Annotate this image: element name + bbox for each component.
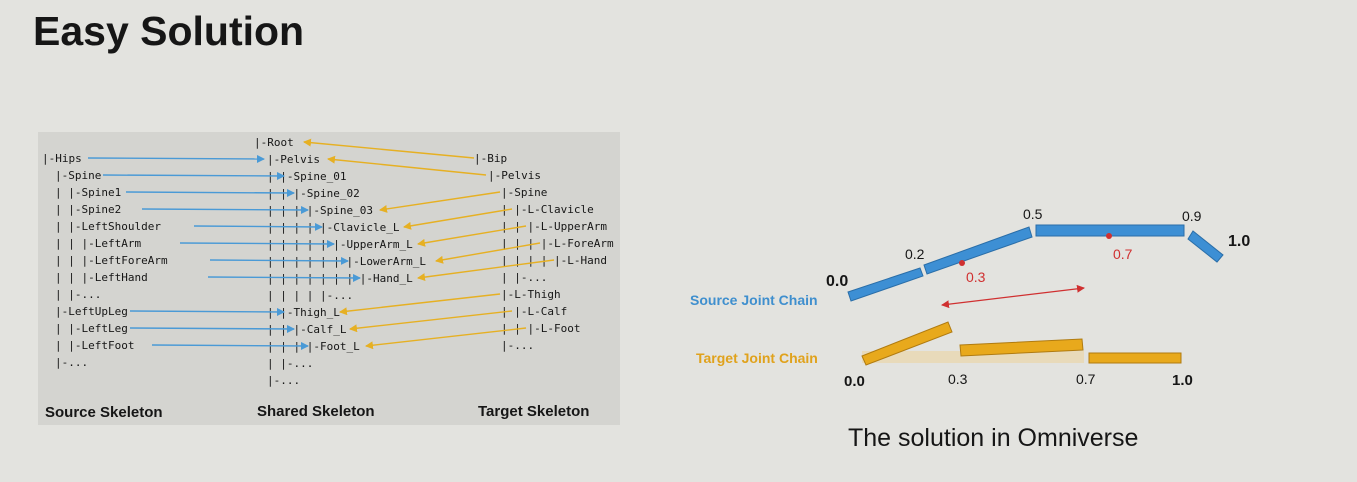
source-node-arm-ellipsis: | |-... [55,288,101,301]
source-tick-0-5: 0.5 [1023,206,1043,222]
joint-chain-diagram: 0.0 0.2 0.5 0.9 1.0 0.3 0.7 Source Joint… [690,206,1250,390]
target-rest-shadow [862,351,1084,363]
target-node-l-clavicle: | |-L-Clavicle [501,203,594,216]
source-node-leftupleg: |-LeftUpLeg [55,305,128,318]
skeleton-mapping-diagram: |-Hips |-Spine | |-Spine1 | |-Spine2 | |… [42,136,614,421]
arrow-leftleg-calf [129,324,295,333]
target-segment-1 [861,321,953,366]
arrow-spine-spine01 [102,171,285,180]
shared-node-thigh-l: | |-Thigh_L [267,306,340,319]
source-joint-chain [847,224,1224,302]
arrow-leftarm-upperarm [179,239,335,248]
shared-node-ellipsis: |-... [267,374,300,387]
arrow-spine2-spine03 [141,205,309,214]
shared-node-arm-ellipsis: | | | | |-... [267,289,353,302]
target-node-arm-ellipsis: | |-... [501,271,547,284]
shared-node-foot-l: | | | |-Foot_L [267,340,360,353]
shared-node-leg-ellipsis: | |-... [267,357,313,370]
source-to-shared-arrows [87,154,361,350]
target-node-bip: |-Bip [474,152,507,165]
arrow-l-calf-calf [349,310,513,333]
source-skeleton-tree: |-Hips |-Spine | |-Spine1 | |-Spine2 | |… [42,152,168,369]
source-segment-1 [847,267,924,302]
source-tick-1-0: 1.0 [1228,233,1250,250]
correspondence-arrow [941,284,1085,309]
target-tick-1-0: 1.0 [1172,372,1193,389]
shared-node-calf-l: | | |-Calf_L [267,323,347,336]
slide-title: Easy Solution [33,8,305,54]
shared-node-spine03: | | | |-Spine_03 [267,204,373,217]
target-node-ellipsis: |-... [501,339,534,352]
source-segment-4 [1187,230,1224,263]
arrow-pelvis-pelvis [327,155,487,176]
source-node-leftforearm: | | |-LeftForeArm [55,254,168,267]
target-tick-0-0: 0.0 [844,373,865,390]
arrow-leftshoulder-clavicle [193,222,323,231]
target-tick-0-7: 0.7 [1076,371,1096,387]
target-node-l-thigh: |-L-Thigh [501,288,561,301]
source-chain-label: Source Joint Chain [690,292,818,308]
arrow-hips-pelvis [87,154,265,163]
target-tick-0-3: 0.3 [948,371,968,387]
source-mark-0-3 [959,260,965,266]
source-node-leftarm: | | |-LeftArm [55,237,141,250]
arrow-leftupleg-thigh [129,307,285,316]
target-segment-3 [1088,352,1182,364]
source-node-spine: |-Spine [55,169,101,182]
arrow-spine-spine03 [379,191,501,213]
source-node-leftfoot: | |-LeftFoot [55,339,134,352]
omniverse-caption: The solution in Omniverse [848,424,1139,452]
source-mark-label-0-7: 0.7 [1113,246,1133,262]
source-tick-0-2: 0.2 [905,246,925,262]
shared-skeleton-label: Shared Skeleton [257,403,375,420]
source-node-ellipsis: |-... [55,356,88,369]
source-mark-0-7 [1106,233,1112,239]
arrow-l-clavicle-clavicle [403,208,513,230]
target-node-pelvis: |-Pelvis [488,169,541,182]
source-node-lefthand: | | |-LeftHand [55,271,148,284]
shared-node-spine01: | |-Spine_01 [267,170,346,183]
arrow-lefthand-hand [207,273,361,282]
source-segment-2 [923,226,1033,275]
skeleton-mapping-panel: |-Hips |-Spine | |-Spine1 | |-Spine2 | |… [38,132,620,425]
arrow-spine1-spine02 [125,188,295,197]
target-skeleton-tree: |-Bip |-Pelvis |-Spine | |-L-Clavicle | … [474,152,614,352]
arrow-l-foot-foot [365,327,527,350]
target-node-l-foot: | | |-L-Foot [501,322,580,335]
target-node-spine: |-Spine [501,186,547,199]
source-node-hips: |-Hips [42,152,82,165]
source-node-leftshoulder: | |-LeftShoulder [55,220,161,233]
target-node-l-upperarm: | | |-L-UpperArm [501,220,607,233]
arrow-leftfoot-foot [151,341,309,350]
target-joint-chain [861,321,1182,366]
target-segment-2 [959,338,1084,357]
source-tick-0-9: 0.9 [1182,208,1202,224]
source-node-spine1: | |-Spine1 [55,186,121,199]
source-node-leftleg: | |-LeftLeg [55,322,128,335]
source-node-spine2: | |-Spine2 [55,203,121,216]
source-tick-0-0: 0.0 [826,273,848,290]
target-node-l-forearm: | | | |-L-ForeArm [501,237,614,250]
shared-node-upperarm-l: | | | | | |-UpperArm_L [267,238,413,251]
target-to-shared-arrows [303,138,555,350]
arrow-leftforearm-lowerarm [209,256,349,265]
arrow-l-thigh-thigh [339,293,501,316]
arrow-l-hand-hand [417,259,555,282]
source-skeleton-label: Source Skeleton [45,404,163,421]
arrow-bip-root [303,138,475,159]
arrow-l-forearm-lowerarm [435,242,541,264]
target-skeleton-label: Target Skeleton [478,403,589,420]
shared-node-pelvis: |-Pelvis [267,153,320,166]
target-chain-label: Target Joint Chain [696,350,818,366]
source-mark-label-0-3: 0.3 [966,269,986,285]
arrow-l-upperarm-upperarm [417,225,527,247]
shared-node-root: |-Root [254,136,294,149]
shared-node-clavicle-l: | | | | |-Clavicle_L [267,221,400,234]
target-node-l-calf: | |-L-Calf [501,305,567,318]
